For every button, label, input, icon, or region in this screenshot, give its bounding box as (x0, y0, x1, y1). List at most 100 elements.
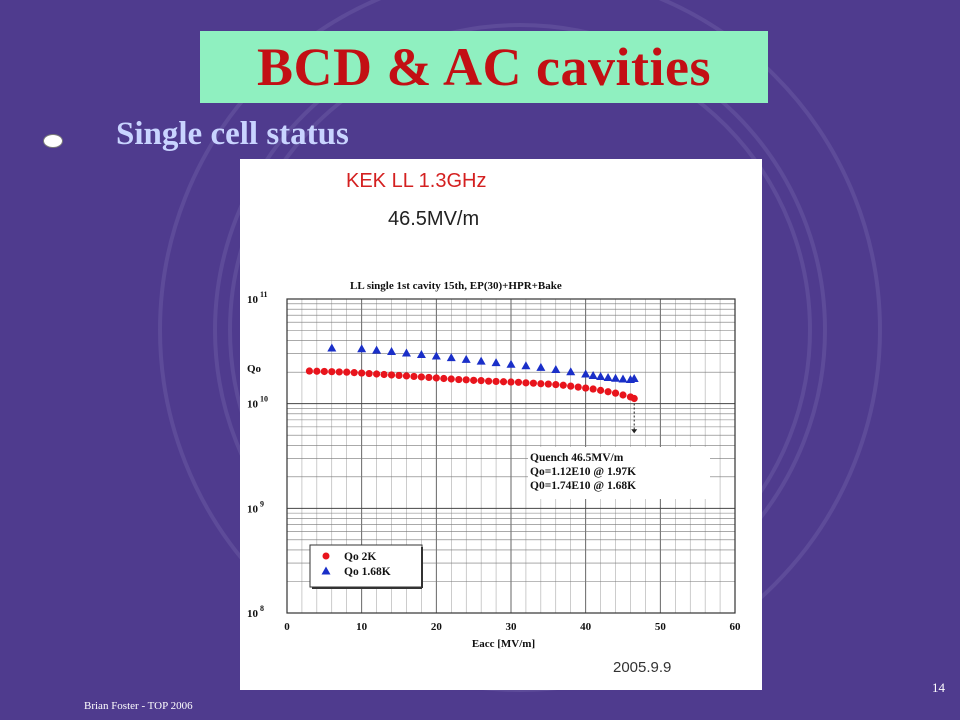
x-tick-label: 30 (506, 621, 518, 633)
figure-header-line2: 46.5MV/m (388, 208, 479, 230)
data-point-168k (603, 372, 613, 381)
footer-credit: Brian Foster - TOP 2006 (84, 700, 193, 712)
data-point-168k (372, 345, 382, 354)
data-point-2k (387, 371, 396, 379)
slide-title: BCD & AC cavities (257, 37, 711, 97)
data-point-2k (544, 380, 552, 388)
y-tick-label: 10 8 (247, 604, 264, 620)
data-point-2k (619, 391, 627, 399)
data-point-2k (559, 381, 567, 389)
data-point-2k (455, 375, 463, 384)
data-point-2k (335, 368, 343, 376)
data-point-168k (618, 374, 628, 383)
data-point-2k (537, 380, 545, 388)
y-tick-exponent: 8 (258, 604, 264, 613)
y-tick-label: 10 9 (247, 499, 264, 515)
bullet-icon (43, 134, 63, 148)
legend-marker-168k (321, 566, 331, 575)
legend-label: Qo 1.68K (344, 566, 391, 578)
data-point-2k (507, 378, 515, 386)
chart-marks (305, 343, 639, 403)
data-point-2k (630, 394, 638, 403)
data-point-2k (425, 373, 433, 382)
x-tick-label: 20 (431, 621, 443, 633)
y-axis-label: Qo (247, 363, 262, 375)
data-point-2k (305, 367, 313, 375)
legend-label: Qo 2K (344, 551, 376, 563)
data-point-2k (574, 383, 582, 391)
chart-legend: Qo 2K Qo 1.68K (309, 544, 423, 589)
title-box: BCD & AC cavities (200, 31, 768, 103)
data-point-2k (320, 367, 328, 376)
data-point-2k (313, 367, 321, 375)
data-point-2k (611, 389, 620, 397)
x-tick-label: 10 (356, 621, 368, 633)
data-point-2k (470, 376, 478, 384)
chart-svg: KEK LL 1.3GHz 46.5MV/m LL single 1st cav… (247, 170, 741, 676)
data-point-168k (416, 349, 426, 358)
quench-arrow-head (631, 429, 638, 434)
legend-marker-2k (322, 552, 330, 560)
annotation-line: Qo=1.12E10 @ 1.97K (530, 466, 636, 478)
data-point-168k (536, 362, 546, 371)
y-tick-label: 10 10 (247, 395, 268, 411)
data-point-2k (529, 379, 537, 387)
data-point-2k (432, 374, 440, 382)
data-point-2k (462, 376, 470, 384)
data-point-2k (402, 372, 411, 380)
data-point-2k (477, 377, 485, 385)
data-point-168k (521, 361, 531, 370)
data-point-168k (506, 359, 516, 368)
chart-title: LL single 1st cavity 15th, EP(30)+HPR+Ba… (350, 280, 562, 292)
data-point-168k (566, 367, 576, 376)
data-point-2k (552, 381, 560, 389)
data-point-2k (597, 386, 605, 394)
y-tick-exponent: 10 (258, 395, 268, 404)
x-tick-label: 60 (730, 621, 742, 633)
y-tick-exponent: 11 (258, 290, 268, 299)
x-tick-label: 0 (284, 621, 290, 633)
data-point-168k (476, 356, 486, 365)
x-axis-label: Eacc [MV/m] (472, 638, 535, 650)
data-point-2k (485, 377, 493, 385)
data-point-2k (373, 370, 381, 378)
page-number: 14 (932, 680, 945, 695)
y-tick-exponent: 9 (258, 499, 264, 508)
data-point-168k (387, 347, 397, 356)
data-point-168k (461, 354, 471, 363)
data-point-2k (410, 372, 418, 381)
data-point-2k (567, 382, 575, 390)
bullet-text: Single cell status (116, 116, 349, 152)
data-point-168k (581, 369, 591, 378)
x-tick-label: 50 (655, 621, 667, 633)
y-tick-label: 10 11 (247, 290, 268, 306)
plot-frame (286, 298, 736, 614)
data-point-168k (551, 365, 561, 374)
annotation-box (528, 447, 710, 499)
chart-figure: KEK LL 1.3GHz 46.5MV/m LL single 1st cav… (240, 159, 762, 690)
data-point-2k (499, 378, 508, 386)
figure-header-line1: KEK LL 1.3GHz (346, 170, 486, 192)
data-point-168k (611, 373, 621, 382)
data-point-2k (328, 368, 336, 376)
data-point-2k (343, 368, 351, 376)
data-point-2k (447, 375, 455, 383)
data-point-2k (417, 373, 425, 381)
data-point-168k (431, 351, 441, 360)
data-point-2k (492, 377, 500, 386)
data-point-2k (582, 384, 590, 392)
quench-annotation: Quench 46.5MV/m Qo=1.12E10 @ 1.97K Q0=1.74… (528, 403, 710, 499)
data-point-168k (491, 358, 501, 367)
data-point-168k (357, 344, 367, 353)
data-point-168k (596, 371, 606, 380)
data-point-2k (589, 385, 597, 393)
data-point-2k (365, 369, 373, 378)
figure-date: 2005.9.9 (613, 659, 671, 676)
data-point-2k (358, 369, 366, 377)
data-point-168k (446, 353, 456, 362)
x-tick-label: 40 (580, 621, 592, 633)
data-point-168k (629, 373, 639, 382)
data-point-168k (327, 343, 337, 352)
annotation-line: Quench 46.5MV/m (530, 452, 624, 464)
